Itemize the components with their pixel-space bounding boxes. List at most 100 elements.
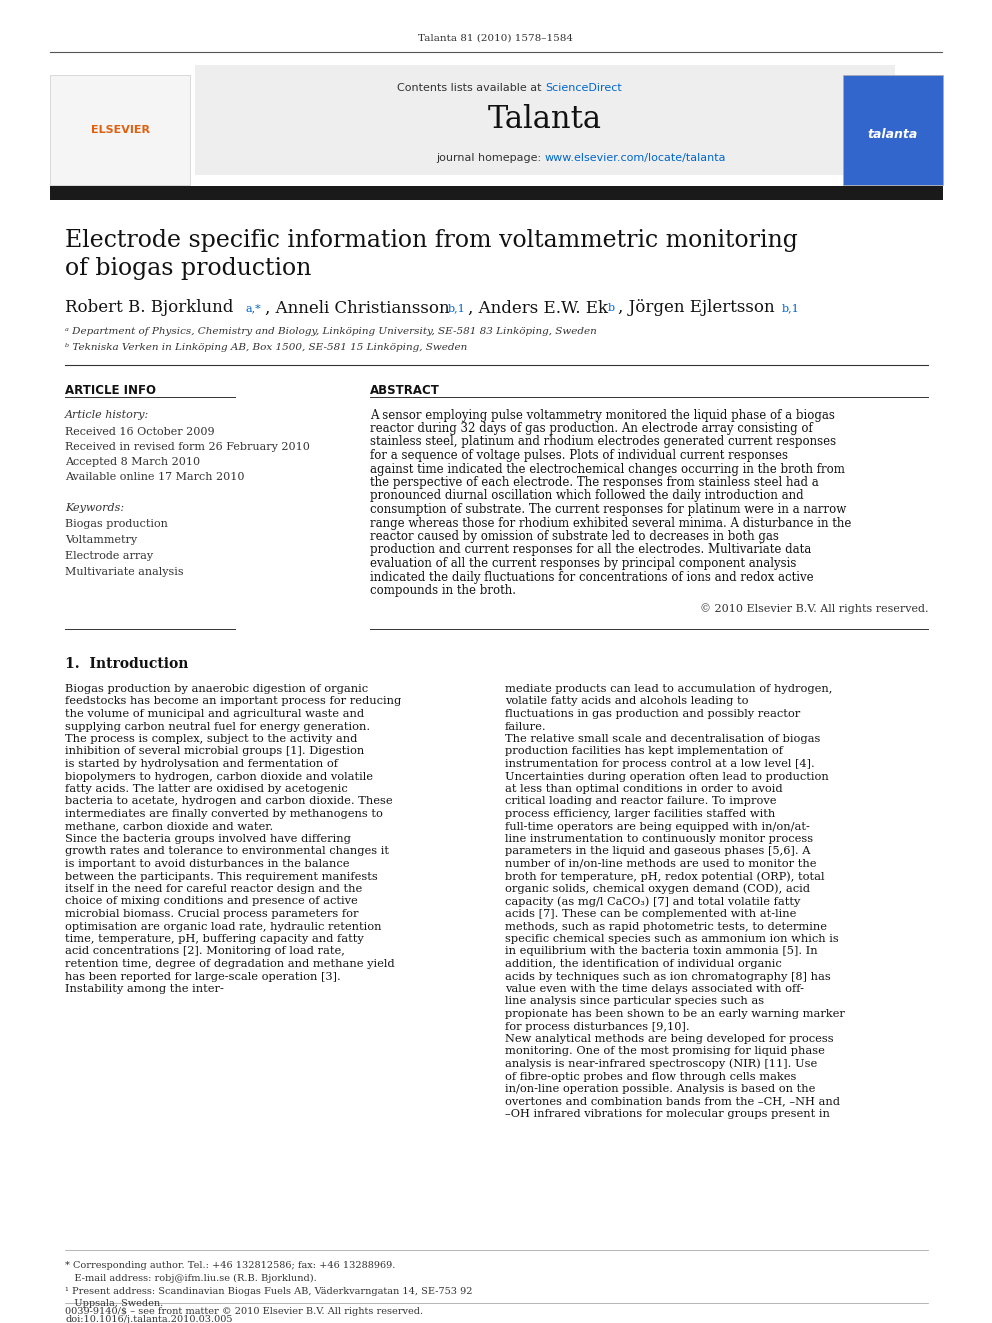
Text: of fibre-optic probes and flow through cells makes: of fibre-optic probes and flow through c… <box>505 1072 797 1081</box>
Text: b,1: b,1 <box>782 303 800 314</box>
Text: overtones and combination bands from the –CH, –NH and: overtones and combination bands from the… <box>505 1097 840 1106</box>
Text: ABSTRACT: ABSTRACT <box>370 384 439 397</box>
Text: Accepted 8 March 2010: Accepted 8 March 2010 <box>65 456 200 467</box>
Text: Talanta 81 (2010) 1578–1584: Talanta 81 (2010) 1578–1584 <box>419 33 573 42</box>
Text: a,*: a,* <box>245 303 261 314</box>
Text: at less than optimal conditions in order to avoid: at less than optimal conditions in order… <box>505 785 783 794</box>
Text: journal homepage:: journal homepage: <box>436 153 545 163</box>
Text: fluctuations in gas production and possibly reactor: fluctuations in gas production and possi… <box>505 709 801 718</box>
Text: time, temperature, pH, buffering capacity and fatty: time, temperature, pH, buffering capacit… <box>65 934 364 945</box>
Text: Uppsala, Sweden.: Uppsala, Sweden. <box>65 1299 164 1308</box>
Text: broth for temperature, pH, redox potential (ORP), total: broth for temperature, pH, redox potenti… <box>505 872 824 882</box>
Text: against time indicated the electrochemical changes occurring in the broth from: against time indicated the electrochemic… <box>370 463 845 475</box>
Text: A sensor employing pulse voltammetry monitored the liquid phase of a biogas: A sensor employing pulse voltammetry mon… <box>370 409 835 422</box>
Text: intermediates are finally converted by methanogens to: intermediates are finally converted by m… <box>65 808 383 819</box>
Text: has been reported for large-scale operation [3].: has been reported for large-scale operat… <box>65 971 340 982</box>
Text: New analytical methods are being developed for process: New analytical methods are being develop… <box>505 1035 833 1044</box>
Text: the perspective of each electrode. The responses from stainless steel had a: the perspective of each electrode. The r… <box>370 476 818 490</box>
Text: optimisation are organic load rate, hydraulic retention: optimisation are organic load rate, hydr… <box>65 922 382 931</box>
Text: –OH infrared vibrations for molecular groups present in: –OH infrared vibrations for molecular gr… <box>505 1109 830 1119</box>
Text: doi:10.1016/j.talanta.2010.03.005: doi:10.1016/j.talanta.2010.03.005 <box>65 1315 232 1323</box>
Text: analysis is near-infrared spectroscopy (NIR) [11]. Use: analysis is near-infrared spectroscopy (… <box>505 1058 817 1069</box>
Text: ¹ Present address: Scandinavian Biogas Fuels AB, Väderkvarngatan 14, SE-753 92: ¹ Present address: Scandinavian Biogas F… <box>65 1286 472 1295</box>
Text: process efficiency, larger facilities staffed with: process efficiency, larger facilities st… <box>505 808 776 819</box>
Text: www.elsevier.com/locate/talanta: www.elsevier.com/locate/talanta <box>545 153 726 163</box>
Text: indicated the daily fluctuations for concentrations of ions and redox active: indicated the daily fluctuations for con… <box>370 570 813 583</box>
Text: 0039-9140/$ – see front matter © 2010 Elsevier B.V. All rights reserved.: 0039-9140/$ – see front matter © 2010 El… <box>65 1307 424 1315</box>
Text: Voltammetry: Voltammetry <box>65 534 137 545</box>
Text: propionate has been shown to be an early warning marker: propionate has been shown to be an early… <box>505 1009 845 1019</box>
Text: acid concentrations [2]. Monitoring of load rate,: acid concentrations [2]. Monitoring of l… <box>65 946 345 957</box>
Text: Biogas production by anaerobic digestion of organic: Biogas production by anaerobic digestion… <box>65 684 368 695</box>
Text: reactor during 32 days of gas production. An electrode array consisting of: reactor during 32 days of gas production… <box>370 422 812 435</box>
Text: ᵇ Tekniska Verken in Linköping AB, Box 1500, SE-581 15 Linköping, Sweden: ᵇ Tekniska Verken in Linköping AB, Box 1… <box>65 344 467 352</box>
Text: acids by techniques such as ion chromatography [8] has: acids by techniques such as ion chromato… <box>505 971 830 982</box>
Text: ᵃ Department of Physics, Chemistry and Biology, Linköping University, SE-581 83 : ᵃ Department of Physics, Chemistry and B… <box>65 328 597 336</box>
Text: microbial biomass. Crucial process parameters for: microbial biomass. Crucial process param… <box>65 909 358 919</box>
Text: E-mail address: robj@ifm.liu.se (R.B. Bjorklund).: E-mail address: robj@ifm.liu.se (R.B. Bj… <box>65 1274 316 1282</box>
Text: The relative small scale and decentralisation of biogas: The relative small scale and decentralis… <box>505 734 820 744</box>
Text: 1.  Introduction: 1. Introduction <box>65 658 188 671</box>
Text: in/on-line operation possible. Analysis is based on the: in/on-line operation possible. Analysis … <box>505 1084 815 1094</box>
Text: methods, such as rapid photometric tests, to determine: methods, such as rapid photometric tests… <box>505 922 827 931</box>
Text: in equilibrium with the bacteria toxin ammonia [5]. In: in equilibrium with the bacteria toxin a… <box>505 946 817 957</box>
Text: stainless steel, platinum and rhodium electrodes generated current responses: stainless steel, platinum and rhodium el… <box>370 435 836 448</box>
Text: for a sequence of voltage pulses. Plots of individual current responses: for a sequence of voltage pulses. Plots … <box>370 448 788 462</box>
Text: Contents lists available at: Contents lists available at <box>397 83 545 93</box>
Text: line instrumentation to continuously monitor process: line instrumentation to continuously mon… <box>505 833 813 844</box>
Text: Available online 17 March 2010: Available online 17 March 2010 <box>65 472 244 482</box>
Text: critical loading and reactor failure. To improve: critical loading and reactor failure. To… <box>505 796 777 807</box>
Text: between the participants. This requirement manifests: between the participants. This requireme… <box>65 872 378 881</box>
Text: b: b <box>608 303 615 314</box>
Text: Since the bacteria groups involved have differing: Since the bacteria groups involved have … <box>65 833 351 844</box>
Text: of biogas production: of biogas production <box>65 257 311 279</box>
Text: instrumentation for process control at a low level [4].: instrumentation for process control at a… <box>505 759 814 769</box>
Bar <box>843 75 943 185</box>
Text: itself in the need for careful reactor design and the: itself in the need for careful reactor d… <box>65 884 362 894</box>
Bar <box>50 75 190 185</box>
Text: Received in revised form 26 February 2010: Received in revised form 26 February 201… <box>65 442 310 452</box>
Text: Article history:: Article history: <box>65 410 149 419</box>
Text: the volume of municipal and agricultural waste and: the volume of municipal and agricultural… <box>65 709 364 718</box>
Text: range whereas those for rhodium exhibited several minima. A disturbance in the: range whereas those for rhodium exhibite… <box>370 516 851 529</box>
Text: Talanta: Talanta <box>488 105 602 135</box>
Text: * Corresponding author. Tel.: +46 132812586; fax: +46 13288969.: * Corresponding author. Tel.: +46 132812… <box>65 1261 396 1270</box>
Text: value even with the time delays associated with off-: value even with the time delays associat… <box>505 984 804 994</box>
Text: , Jörgen Ejlertsson: , Jörgen Ejlertsson <box>618 299 775 316</box>
Text: b,1: b,1 <box>448 303 466 314</box>
Text: Instability among the inter-: Instability among the inter- <box>65 984 224 994</box>
Text: © 2010 Elsevier B.V. All rights reserved.: © 2010 Elsevier B.V. All rights reserved… <box>699 603 928 614</box>
Text: Electrode specific information from voltammetric monitoring: Electrode specific information from volt… <box>65 229 798 251</box>
Bar <box>195 65 895 175</box>
Text: Electrode array: Electrode array <box>65 550 153 561</box>
Text: The process is complex, subject to the activity and: The process is complex, subject to the a… <box>65 734 357 744</box>
Text: Robert B. Bjorklund: Robert B. Bjorklund <box>65 299 233 316</box>
Text: full-time operators are being equipped with in/on/at-: full-time operators are being equipped w… <box>505 822 809 831</box>
Text: Biogas production: Biogas production <box>65 519 168 529</box>
Text: supplying carbon neutral fuel for energy generation.: supplying carbon neutral fuel for energy… <box>65 721 370 732</box>
Text: volatile fatty acids and alcohols leading to: volatile fatty acids and alcohols leadin… <box>505 696 749 706</box>
Text: choice of mixing conditions and presence of active: choice of mixing conditions and presence… <box>65 897 358 906</box>
Text: organic solids, chemical oxygen demand (COD), acid: organic solids, chemical oxygen demand (… <box>505 884 810 894</box>
Text: production and current responses for all the electrodes. Multivariate data: production and current responses for all… <box>370 544 811 557</box>
Text: failure.: failure. <box>505 721 547 732</box>
Text: parameters in the liquid and gaseous phases [5,6]. A: parameters in the liquid and gaseous pha… <box>505 847 810 856</box>
Text: Multivariate analysis: Multivariate analysis <box>65 568 184 577</box>
Text: Keywords:: Keywords: <box>65 503 124 513</box>
Bar <box>50 187 943 200</box>
Text: , Anders E.W. Ek: , Anders E.W. Ek <box>468 299 608 316</box>
Text: compounds in the broth.: compounds in the broth. <box>370 583 516 597</box>
Text: feedstocks has become an important process for reducing: feedstocks has become an important proce… <box>65 696 401 706</box>
Text: Received 16 October 2009: Received 16 October 2009 <box>65 427 214 437</box>
Text: specific chemical species such as ammonium ion which is: specific chemical species such as ammoni… <box>505 934 839 945</box>
Text: methane, carbon dioxide and water.: methane, carbon dioxide and water. <box>65 822 273 831</box>
Text: pronounced diurnal oscillation which followed the daily introduction and: pronounced diurnal oscillation which fol… <box>370 490 804 503</box>
Text: , Anneli Christiansson: , Anneli Christiansson <box>265 299 449 316</box>
Text: consumption of substrate. The current responses for platinum were in a narrow: consumption of substrate. The current re… <box>370 503 846 516</box>
Text: reactor caused by omission of substrate led to decreases in both gas: reactor caused by omission of substrate … <box>370 531 779 542</box>
Text: ScienceDirect: ScienceDirect <box>545 83 622 93</box>
Text: growth rates and tolerance to environmental changes it: growth rates and tolerance to environmen… <box>65 847 389 856</box>
Text: for process disturbances [9,10].: for process disturbances [9,10]. <box>505 1021 689 1032</box>
Text: line analysis since particular species such as: line analysis since particular species s… <box>505 996 764 1007</box>
Text: monitoring. One of the most promising for liquid phase: monitoring. One of the most promising fo… <box>505 1046 825 1057</box>
